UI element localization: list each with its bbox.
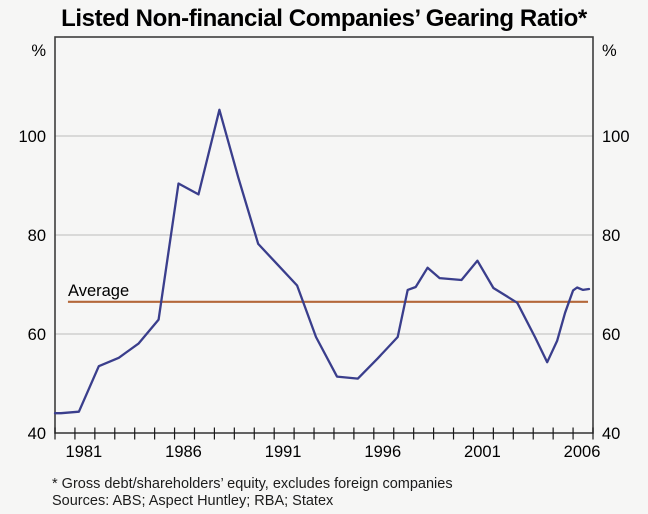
x-axis-labels: 1981 1986 1991 1996 2001 2006 — [66, 443, 601, 461]
y-axis-unit-right: % — [602, 42, 617, 60]
footnote: * Gross debt/shareholders’ equity, exclu… — [52, 476, 453, 492]
x-axis-ticks — [54, 427, 594, 440]
x-year-label: 2001 — [464, 443, 501, 461]
y-axis-labels: 40 40 60 60 80 80 100 100%% — [18, 42, 629, 443]
y-axis-unit-left: % — [31, 42, 46, 60]
gridlines — [55, 135, 593, 335]
y-tick-label-right: 40 — [602, 425, 620, 443]
x-year-label: 2006 — [564, 443, 601, 461]
average-label: Average — [68, 282, 129, 300]
y-tick-label-left: 60 — [28, 326, 46, 344]
y-tick-label-left: 40 — [28, 425, 46, 443]
x-year-label: 1991 — [265, 443, 302, 461]
chart-title: Listed Non-financial Companies’ Gearing … — [61, 5, 588, 32]
x-year-label: 1986 — [165, 443, 202, 461]
sources: Sources: ABS; Aspect Huntley; RBA; State… — [52, 493, 334, 509]
plot-frame — [54, 36, 594, 434]
y-tick-label-left: 100 — [18, 128, 46, 146]
y-tick-label-right: 100 — [602, 128, 630, 146]
x-year-label: 1996 — [364, 443, 401, 461]
y-tick-label-right: 60 — [602, 326, 620, 344]
y-tick-label-left: 80 — [28, 227, 46, 245]
x-year-label: 1981 — [66, 443, 103, 461]
series-polyline — [53, 108, 591, 415]
series-line-group — [53, 108, 591, 415]
y-tick-label-right: 80 — [602, 227, 620, 245]
